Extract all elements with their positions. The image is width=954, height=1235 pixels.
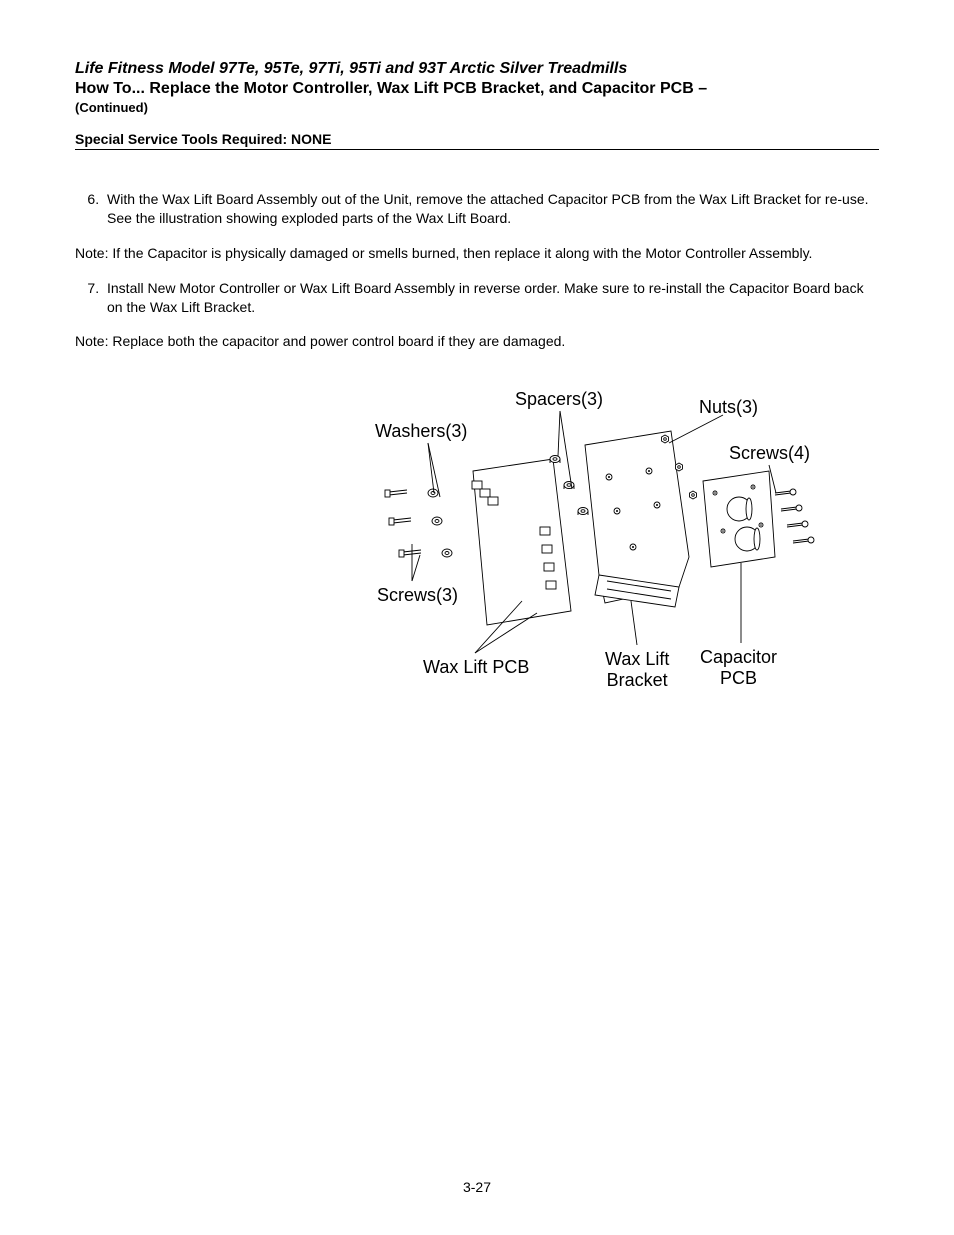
label-waxliftbracket-l1: Wax Lift xyxy=(605,649,669,669)
note-2: Note: Replace both the capacitor and pow… xyxy=(75,332,879,351)
doc-title: Life Fitness Model 97Te, 95Te, 97Ti, 95T… xyxy=(75,60,879,78)
label-waxliftbracket-l2: Bracket xyxy=(607,670,668,690)
label-capacitorpcb-l1: Capacitor xyxy=(700,647,777,667)
step-list-2: Install New Motor Controller or Wax Lift… xyxy=(75,279,879,317)
label-waxliftpcb: Wax Lift PCB xyxy=(423,657,529,678)
note-1: Note: If the Capacitor is physically dam… xyxy=(75,244,879,263)
continued-label: (Continued) xyxy=(75,100,879,115)
label-capacitorpcb-l2: PCB xyxy=(720,668,757,688)
step-7: Install New Motor Controller or Wax Lift… xyxy=(103,279,879,317)
label-capacitorpcb: Capacitor PCB xyxy=(700,647,777,688)
label-spacers: Spacers(3) xyxy=(515,389,603,410)
exploded-diagram: Spacers(3) Nuts(3) Washers(3) Screws(4) … xyxy=(75,381,879,781)
service-manual-page: Life Fitness Model 97Te, 95Te, 97Ti, 95T… xyxy=(0,0,954,1235)
label-washers: Washers(3) xyxy=(375,421,467,442)
tools-required-line: Special Service Tools Required: NONE xyxy=(75,131,879,150)
doc-subtitle: How To... Replace the Motor Controller, … xyxy=(75,80,879,98)
body-text: With the Wax Lift Board Assembly out of … xyxy=(75,190,879,351)
label-nuts: Nuts(3) xyxy=(699,397,758,418)
step-list: With the Wax Lift Board Assembly out of … xyxy=(75,190,879,228)
label-screws3: Screws(3) xyxy=(377,585,458,606)
label-waxliftbracket: Wax Lift Bracket xyxy=(605,649,669,690)
label-screws4: Screws(4) xyxy=(729,443,810,464)
page-number: 3-27 xyxy=(0,1179,954,1195)
step-6: With the Wax Lift Board Assembly out of … xyxy=(103,190,879,228)
